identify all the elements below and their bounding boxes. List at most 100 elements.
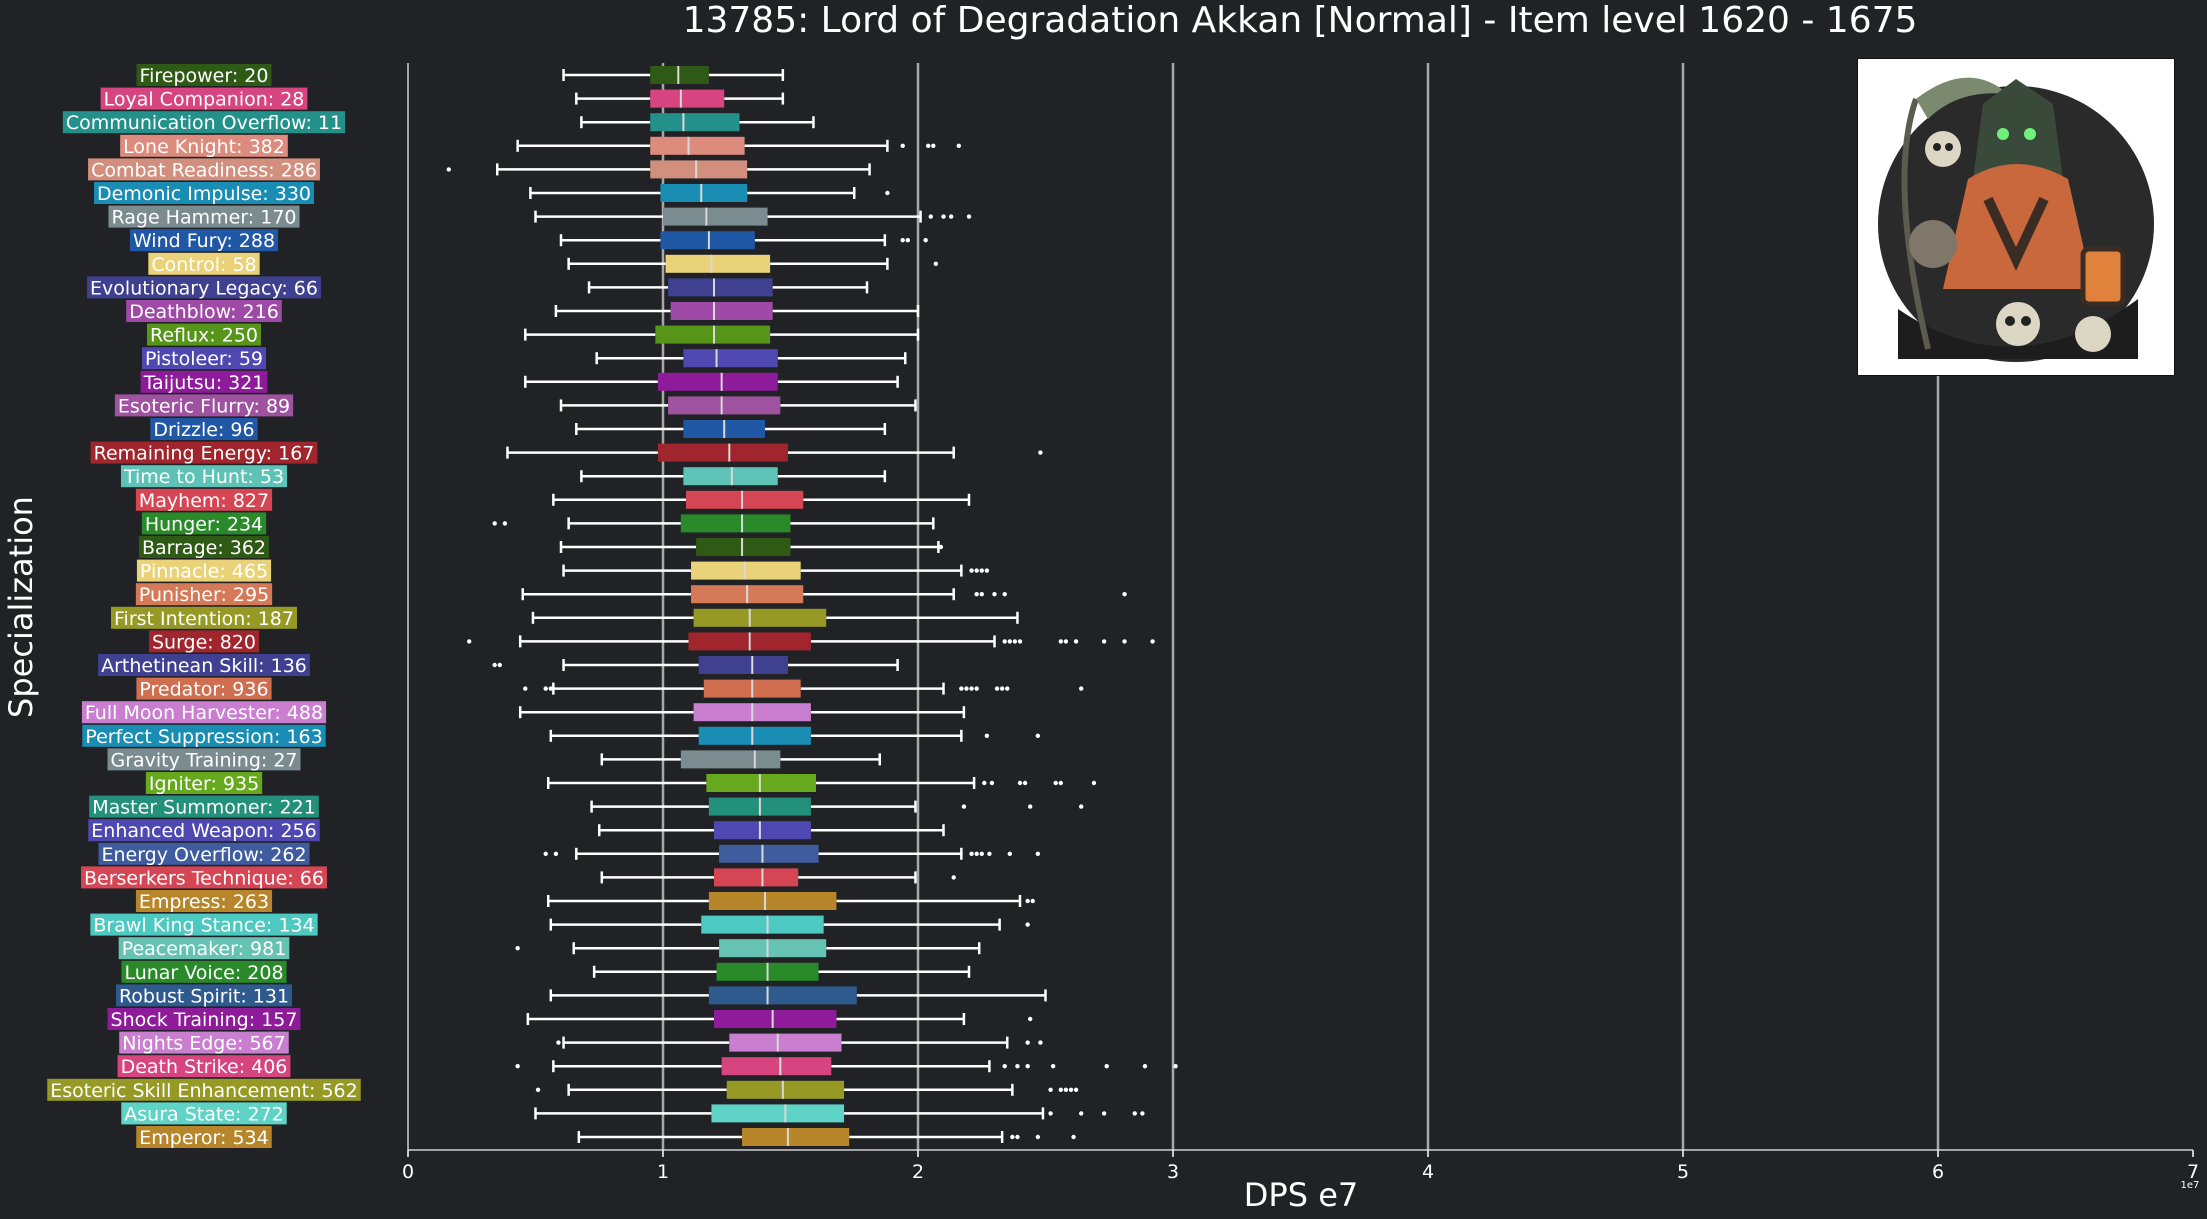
x-tick-label: 3: [1167, 1161, 1179, 1183]
label-text: Esoteric Skill Enhancement: 562: [50, 1080, 358, 1102]
label-text: Lone Knight: 382: [123, 136, 285, 158]
outlier-point: [1022, 780, 1028, 786]
box-33: [543, 844, 1041, 863]
outlier-point: [543, 851, 548, 856]
box-series: [446, 66, 1178, 1146]
box-34: [600, 868, 956, 887]
outlier-point: [1068, 1087, 1074, 1093]
label-text: Empress: 263: [139, 891, 269, 913]
box-28: [549, 726, 1041, 745]
box-19: [492, 514, 935, 533]
label-text: Taijutsu: 321: [143, 372, 265, 394]
box-iqr: [714, 821, 811, 840]
specialization-label-22: Punisher: 295: [135, 583, 273, 606]
box-23: [531, 608, 1019, 627]
outlier-point: [1017, 639, 1023, 644]
box-18: [552, 490, 971, 509]
outlier-point: [992, 592, 997, 597]
outlier-point: [515, 1064, 520, 1069]
box-41: [556, 1033, 1043, 1052]
label-text: Control: 58: [151, 254, 256, 276]
specialization-label-0: Firepower: 20: [136, 64, 272, 87]
outlier-point: [1007, 639, 1012, 644]
outlier-point: [1150, 639, 1155, 644]
outlier-point: [979, 568, 984, 573]
box-iqr: [650, 136, 745, 155]
box-iqr: [693, 608, 827, 627]
label-background: [90, 913, 318, 936]
label-text: Hunger: 234: [145, 513, 263, 535]
box-2: [580, 113, 815, 132]
label-background: [107, 1008, 301, 1030]
specialization-label-37: Peacemaker: 981: [118, 937, 290, 960]
specialization-label-12: Pistoleer: 59: [141, 347, 267, 370]
x-offset-text: 1e7: [2181, 1180, 2200, 1191]
outlier-point: [979, 592, 984, 597]
specialization-label-29: Gravity Training: 27: [107, 748, 301, 771]
label-background: [136, 64, 272, 86]
label-background: [136, 1126, 272, 1148]
label-background: [82, 724, 326, 747]
box-37: [515, 939, 981, 958]
x-tick-label: 0: [402, 1161, 414, 1183]
box-iqr: [665, 254, 771, 273]
box-1: [575, 89, 785, 108]
box-iqr: [650, 160, 748, 179]
specialization-label-6: Rage Hammer: 170: [108, 205, 300, 229]
label-background: [138, 536, 270, 558]
label-background: [114, 394, 294, 417]
outlier-point: [497, 662, 502, 668]
outlier-point: [553, 851, 559, 856]
box-iqr: [650, 66, 709, 84]
box-3: [516, 136, 961, 155]
label-background: [107, 748, 301, 771]
label-text: Esoteric Flurry: 89: [118, 395, 290, 417]
label-text: Emperor: 534: [139, 1127, 268, 1149]
box-10: [554, 302, 920, 320]
outlier-point: [1079, 686, 1084, 691]
label-text: Arthetinean Skill: 136: [101, 655, 307, 677]
specialization-label-4: Combat Readiness: 286: [88, 158, 320, 181]
box-27: [518, 703, 966, 722]
specialization-label-39: Robust Spirit: 131: [115, 984, 293, 1007]
outlier-point: [1048, 1087, 1053, 1093]
label-text: Energy Overflow: 262: [101, 844, 306, 866]
outlier-point: [979, 851, 984, 856]
box-42: [515, 1057, 1178, 1076]
specialization-label-17: Time to Hunt: 53: [120, 465, 288, 488]
outlier-point: [1140, 1111, 1145, 1116]
box-36: [549, 915, 1030, 934]
box-21: [562, 561, 990, 580]
label-text: Predator: 936: [139, 679, 268, 701]
label-background: [47, 1078, 361, 1101]
label-text: Drizzle: 96: [153, 419, 254, 441]
x-tick-label: 1: [657, 1161, 669, 1183]
outlier-point: [1071, 1134, 1076, 1140]
specialization-label-25: Arthetinean Skill: 136: [98, 654, 310, 677]
outlier-point: [1025, 922, 1030, 927]
label-background: [121, 1102, 287, 1125]
box-30: [547, 774, 1097, 792]
outlier-point: [956, 143, 961, 148]
outlier-point: [974, 851, 979, 856]
outlier-point: [1035, 1134, 1041, 1140]
outlier-point: [556, 1040, 561, 1045]
label-text: Shock Training: 157: [111, 1009, 298, 1031]
label-text: Punisher: 295: [139, 584, 269, 606]
outlier-point: [941, 214, 946, 219]
chart-title: 13785: Lord of Degradation Akkan [Normal…: [683, 0, 1918, 41]
outlier-point: [1058, 639, 1064, 644]
outlier-point: [1035, 733, 1041, 738]
outlier-point: [1035, 851, 1041, 856]
label-background: [148, 630, 260, 653]
outlier-point: [1058, 780, 1064, 786]
box-iqr: [670, 302, 773, 320]
outlier-point: [999, 686, 1005, 691]
box-39: [549, 986, 1047, 1005]
outlier-point: [959, 686, 964, 691]
box-iqr: [698, 726, 811, 745]
outlier-point: [1017, 780, 1023, 786]
outlier-point: [948, 214, 954, 219]
outlier-point: [928, 214, 933, 219]
